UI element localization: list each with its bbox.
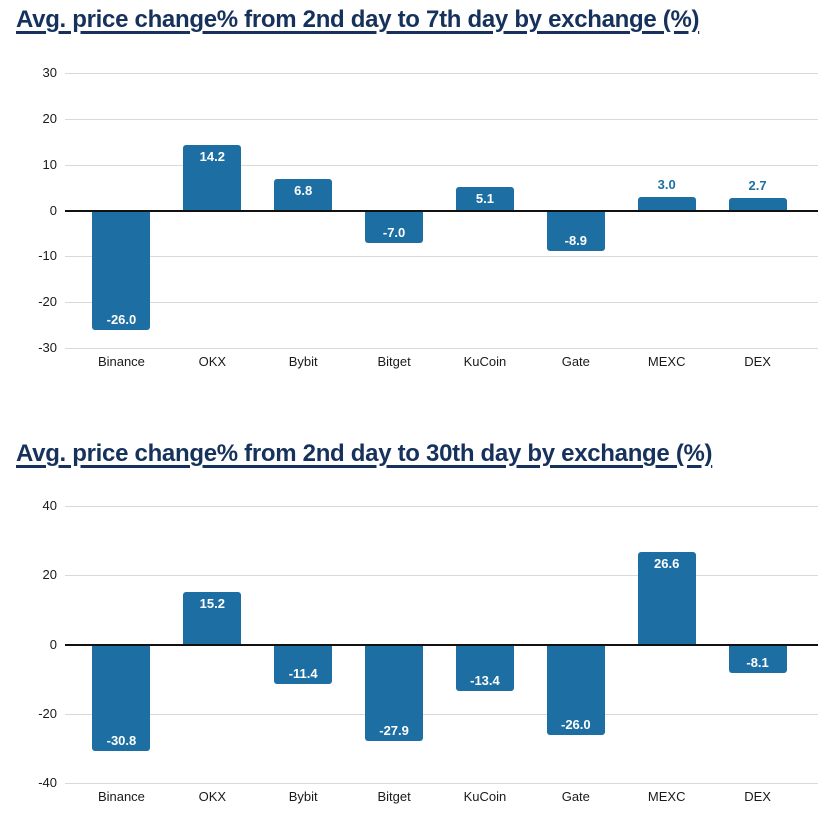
- x-category-label: Gate: [561, 789, 590, 804]
- x-category-label: OKX: [198, 789, 227, 804]
- bar-value-label: 14.2: [199, 149, 225, 165]
- y-tick-label: 30: [42, 65, 57, 80]
- gridline: [65, 783, 818, 784]
- x-category-label: Binance: [97, 789, 145, 804]
- x-category-label: MEXC: [647, 789, 686, 804]
- gridline: [65, 302, 818, 304]
- y-tick-label: 20: [42, 567, 57, 583]
- bar-value-label: -11.4: [288, 665, 318, 681]
- bar-value-label: -7.0: [382, 224, 406, 240]
- y-tick-label: 0: [49, 202, 57, 218]
- x-category-label: KuCoin: [463, 354, 507, 369]
- bar-value-label: 5.1: [475, 191, 494, 207]
- zero-axis-line: [65, 209, 818, 212]
- bar-chart-30day: 40 20 0 -20 -40 -30.8 Binance 15.2 OKX -11.4 Bybit…: [0, 498, 832, 804]
- gridline: [65, 256, 818, 258]
- y-tick-label: 0: [49, 636, 57, 652]
- gridline: [65, 348, 818, 349]
- bar-value-label: -30.8: [106, 733, 137, 749]
- bar-value-label: -8.1: [746, 654, 769, 670]
- bar-binance: [92, 644, 151, 752]
- y-tick-label: -40: [38, 775, 57, 790]
- x-category-label: Bybit: [288, 354, 318, 369]
- bar-bitget: [365, 210, 424, 243]
- bar-bybit: [274, 644, 333, 684]
- bar-okx: [183, 591, 242, 645]
- x-category-label: Bitget: [377, 354, 411, 369]
- y-tick-label: 20: [42, 110, 57, 126]
- zero-axis-line: [65, 643, 818, 646]
- bar-value-label: 15.2: [199, 595, 225, 611]
- bar-dex: [728, 198, 787, 211]
- y-tick-label: -30: [38, 340, 57, 355]
- x-category-label: KuCoin: [463, 789, 507, 804]
- bar-gate: [546, 644, 605, 735]
- bar-binance: [92, 210, 151, 330]
- bar-value-label: -26.0: [560, 716, 591, 732]
- gridline: [65, 575, 818, 577]
- x-category-label: DEX: [744, 789, 771, 804]
- x-category-label: Bybit: [288, 789, 318, 804]
- x-category-label: Binance: [97, 354, 145, 369]
- bar-kucoin: [455, 644, 514, 691]
- bar-okx: [183, 145, 242, 211]
- bar-value-label: 6.8: [294, 183, 313, 199]
- bar-value-label: 2.7: [748, 178, 767, 194]
- gridline: [65, 118, 818, 120]
- x-category-label: Gate: [561, 354, 590, 369]
- bar-chart-7day: 30 20 10 0 -10 -20 -30 -26.0 Binance 14.2 OKX 6.8 By…: [0, 65, 832, 369]
- bar-value-label: -26.0: [106, 311, 137, 327]
- y-tick-label: -10: [38, 248, 57, 264]
- x-category-label: Bitget: [377, 789, 411, 804]
- bar-kucoin: [455, 187, 514, 211]
- y-tick-label: -20: [38, 294, 57, 310]
- gridline: [65, 164, 818, 166]
- bar-value-label: 3.0: [657, 176, 676, 192]
- bar-value-label: -27.9: [379, 723, 409, 739]
- bar-bitget: [365, 644, 424, 742]
- chart-title-30day: Avg. price change% from 2nd day to 30th …: [16, 440, 713, 467]
- y-tick-label: 40: [42, 498, 57, 513]
- y-tick-label: 10: [42, 156, 57, 172]
- y-tick-label: -20: [38, 705, 57, 721]
- bar-bybit: [274, 179, 333, 211]
- x-category-label: OKX: [198, 354, 227, 369]
- x-category-label: MEXC: [647, 354, 686, 369]
- bar-value-label: -8.9: [564, 233, 588, 249]
- bar-gate: [546, 210, 605, 252]
- chart-title-7day: Avg. price change% from 2nd day to 7th d…: [16, 6, 700, 33]
- bar-mexc: [637, 552, 696, 645]
- bar-dex: [728, 644, 787, 673]
- bar-mexc: [637, 196, 696, 211]
- bar-value-label: 26.6: [654, 556, 680, 572]
- bar-value-label: -13.4: [470, 672, 500, 688]
- gridline: [65, 713, 818, 715]
- gridline: [65, 73, 818, 74]
- gridline: [65, 506, 818, 507]
- x-category-label: DEX: [744, 354, 771, 369]
